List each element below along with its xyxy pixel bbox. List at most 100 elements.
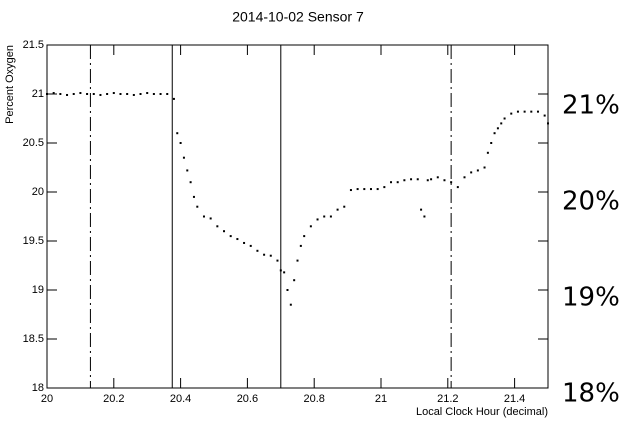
data-point (470, 171, 473, 174)
data-point (146, 92, 149, 95)
data-point (132, 93, 135, 96)
data-point (192, 195, 195, 198)
data-point (139, 93, 142, 95)
data-point (343, 205, 346, 208)
data-point (299, 244, 302, 247)
data-point (263, 253, 266, 256)
data-point (349, 189, 352, 192)
plot-frame (46, 44, 549, 389)
data-point (336, 208, 339, 211)
side-annotation: 19% (562, 283, 620, 313)
data-point (172, 97, 175, 100)
data-point (59, 93, 62, 95)
data-point (476, 169, 479, 172)
data-point (202, 215, 205, 218)
data-point (456, 186, 459, 189)
data-point (46, 93, 48, 95)
y-tick-label: 21 (32, 88, 44, 100)
data-point (443, 179, 446, 182)
y-tick-label: 19 (32, 284, 44, 296)
data-point (256, 249, 259, 252)
data-point (99, 93, 102, 96)
y-tick-label: 21.5 (23, 39, 44, 51)
data-point (119, 93, 122, 95)
data-point (106, 93, 109, 95)
data-point (189, 181, 192, 184)
data-point (216, 225, 219, 228)
data-point (296, 259, 299, 262)
data-point (436, 176, 439, 179)
data-point (186, 169, 189, 172)
data-point (159, 93, 162, 95)
x-axis-label: Local Clock Hour (decimal) (416, 406, 548, 418)
data-point (289, 303, 292, 306)
data-point (356, 188, 359, 191)
x-tick-label: 20 (41, 393, 53, 405)
x-tick-label: 20.2 (103, 393, 124, 405)
y-tick-label: 20.5 (23, 137, 44, 149)
side-annotation: 18% (562, 379, 620, 409)
data-point (279, 269, 282, 272)
y-axis-label: Percent Oxygen (4, 45, 16, 124)
data-point (450, 181, 453, 184)
data-point (423, 215, 426, 218)
data-point (416, 178, 419, 181)
data-point (523, 110, 526, 113)
data-point (196, 205, 199, 208)
data-point (229, 235, 232, 238)
data-point (269, 254, 272, 257)
data-point (426, 179, 429, 182)
data-point (376, 188, 379, 191)
data-point (72, 93, 75, 95)
data-point (323, 215, 326, 218)
y-tick-label: 18 (32, 382, 44, 394)
data-point (500, 122, 503, 125)
data-point (410, 178, 413, 181)
data-point (396, 181, 399, 184)
y-tick-label: 19.5 (23, 235, 44, 247)
data-point (209, 217, 212, 220)
data-point (182, 156, 185, 159)
data-point (493, 132, 496, 135)
x-tick-label: 20.8 (303, 393, 324, 405)
data-point (420, 208, 423, 211)
data-point (79, 92, 82, 95)
side-annotation: 21% (562, 91, 620, 121)
data-point (536, 110, 539, 113)
data-point (223, 230, 226, 233)
data-point (383, 186, 386, 189)
data-point (303, 235, 306, 238)
data-point (496, 127, 499, 130)
data-point (166, 93, 169, 95)
data-point (286, 289, 289, 291)
chart-title: 2014-10-02 Sensor 7 (232, 9, 364, 25)
data-point (543, 114, 546, 117)
x-tick-label: 21.4 (504, 393, 525, 405)
data-point (179, 142, 182, 144)
data-point (243, 241, 246, 244)
data-point (530, 110, 533, 113)
data-point (369, 188, 372, 191)
data-point (126, 93, 129, 95)
data-point (92, 93, 95, 95)
data-point (490, 142, 493, 144)
y-tick-label: 18.5 (23, 333, 44, 345)
data-point (283, 271, 286, 274)
x-tick-label: 21 (375, 393, 387, 405)
data-point (86, 93, 89, 95)
data-point (236, 238, 239, 241)
x-tick-label: 20.4 (170, 393, 191, 405)
data-point (486, 151, 489, 154)
data-point (276, 259, 279, 262)
data-point (430, 178, 433, 181)
x-tick-label: 20.6 (237, 393, 258, 405)
data-point (503, 117, 506, 120)
data-point (152, 93, 155, 95)
data-point (516, 110, 519, 113)
y-tick-label: 20 (32, 186, 44, 198)
data-point (112, 92, 115, 95)
data-point (363, 188, 366, 191)
data-point (293, 279, 296, 282)
